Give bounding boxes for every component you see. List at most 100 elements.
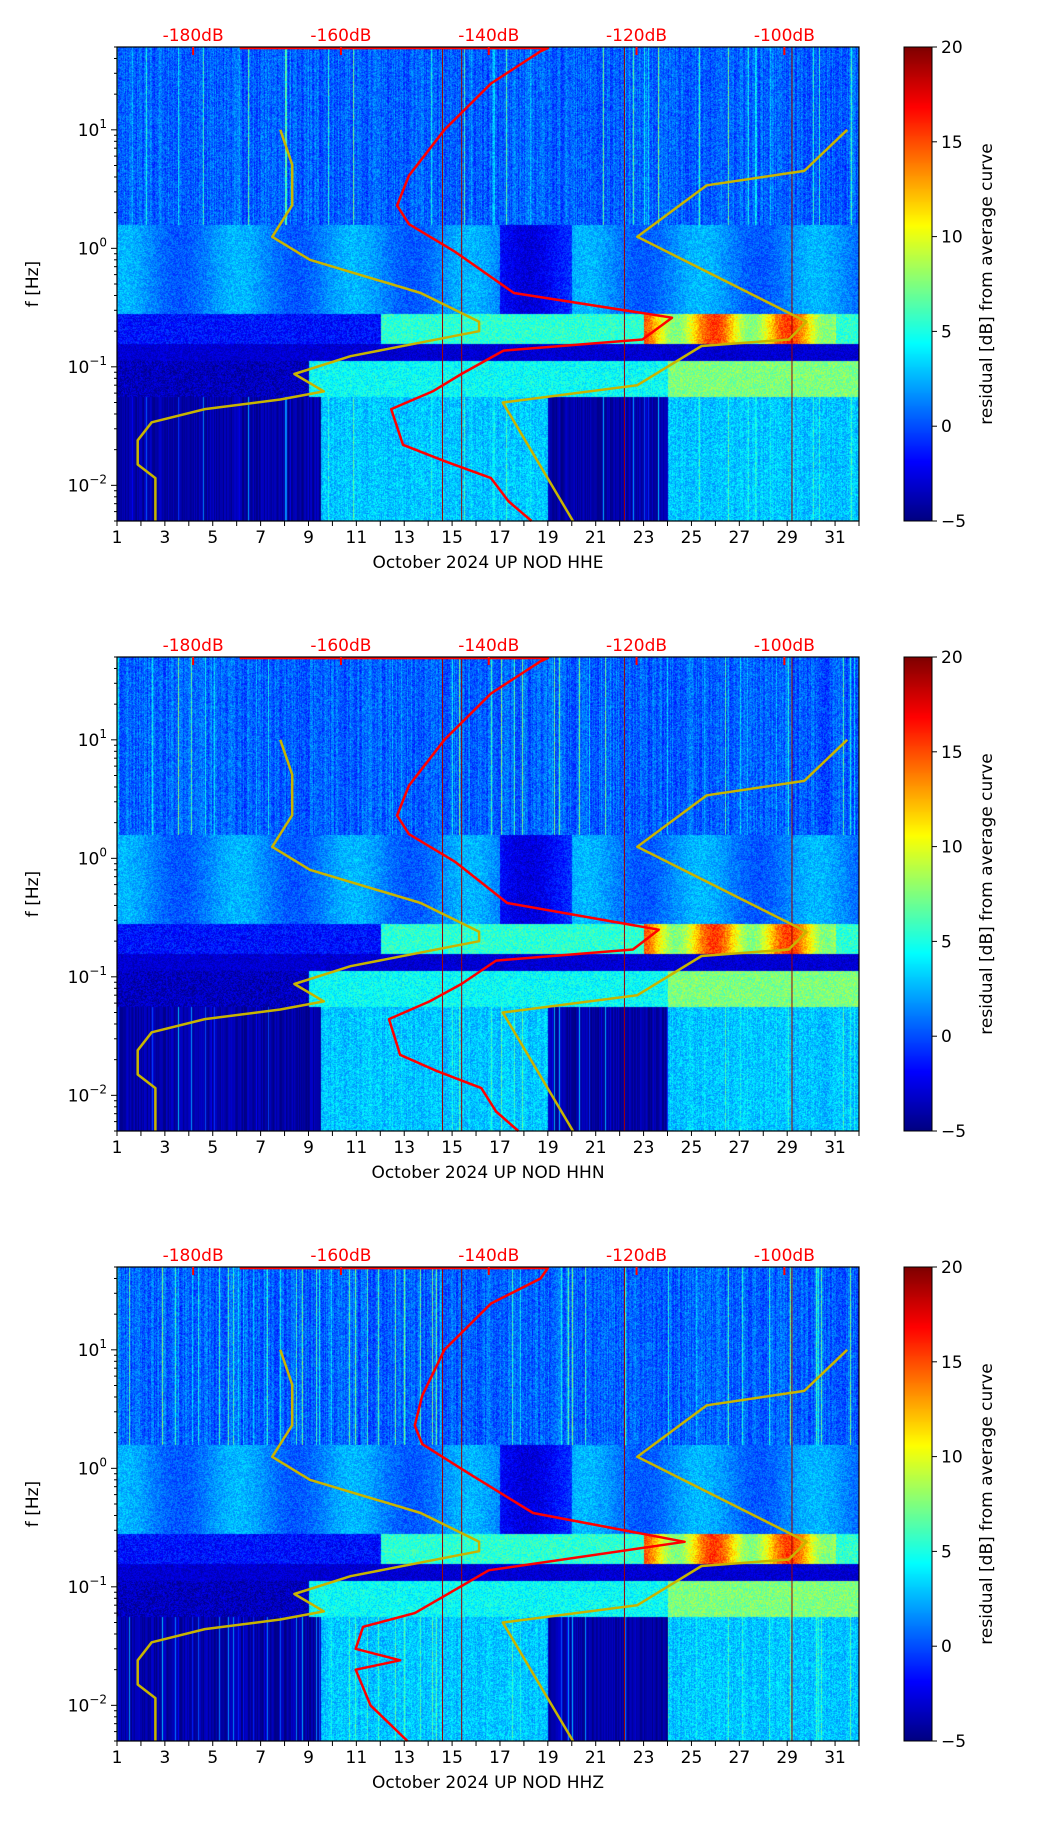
colorbar-tick-label: 5 bbox=[941, 932, 952, 952]
x-tick-label: 25 bbox=[681, 1138, 703, 1158]
colorbar-frame bbox=[903, 1266, 933, 1742]
x-tick-label: 31 bbox=[824, 1748, 846, 1768]
nhnm-curve bbox=[501, 128, 849, 522]
y-tick-label: 100 bbox=[78, 1455, 107, 1479]
colorbar-tick-label: 10 bbox=[941, 1448, 963, 1468]
db-tick-label: -180dB bbox=[163, 636, 224, 656]
x-tick-label: 27 bbox=[729, 1138, 751, 1158]
x-tick-label: 11 bbox=[346, 1748, 368, 1768]
x-tick-label: 9 bbox=[303, 1138, 314, 1158]
x-tick-label: 21 bbox=[585, 1748, 607, 1768]
x-tick-label: 5 bbox=[207, 1138, 218, 1158]
x-tick-label: 9 bbox=[303, 1748, 314, 1768]
x-tick-label: 29 bbox=[776, 1138, 798, 1158]
x-tick-label: 19 bbox=[537, 528, 559, 548]
colorbar-tick-label: 20 bbox=[941, 648, 963, 668]
plot-frame bbox=[116, 1266, 860, 1742]
x-tick-label: 31 bbox=[824, 528, 846, 548]
x-tick-label: 15 bbox=[441, 1748, 463, 1768]
colorbar-tick-label: 10 bbox=[941, 228, 963, 248]
psd-curve bbox=[239, 46, 674, 522]
db-tick-label: -120dB bbox=[606, 26, 667, 46]
colorbar-tick-label: 15 bbox=[941, 1353, 963, 1373]
colorbar bbox=[904, 657, 932, 1131]
x-tick-label: 25 bbox=[681, 1748, 703, 1768]
x-axis-label: October 2024 UP NOD HHE bbox=[372, 553, 603, 573]
x-tick-label: 11 bbox=[346, 1138, 368, 1158]
nlnm-curve bbox=[136, 129, 481, 521]
x-tick-label: 21 bbox=[585, 1138, 607, 1158]
y-tick-label: 10−1 bbox=[68, 354, 107, 378]
db-tick-label: -160dB bbox=[310, 1246, 371, 1266]
colorbar-tick-label: 10 bbox=[941, 838, 963, 858]
x-tick-label: 31 bbox=[824, 1138, 846, 1158]
y-tick-label: 10−2 bbox=[68, 472, 107, 496]
x-tick-label: 7 bbox=[255, 1748, 266, 1768]
db-tick-label: -180dB bbox=[163, 26, 224, 46]
colorbar-label: residual [dB] from average curve bbox=[977, 1363, 997, 1644]
x-axis-label: October 2024 UP NOD HHN bbox=[371, 1163, 604, 1183]
x-tick-label: 25 bbox=[681, 528, 703, 548]
db-tick-label: -100dB bbox=[754, 26, 815, 46]
db-tick-label: -140dB bbox=[458, 1246, 519, 1266]
x-tick-label: 27 bbox=[729, 528, 751, 548]
x-tick-label: 15 bbox=[441, 528, 463, 548]
nhnm-curve bbox=[501, 738, 849, 1132]
x-tick-label: 19 bbox=[537, 1138, 559, 1158]
colorbar bbox=[904, 1267, 932, 1741]
colorbar bbox=[904, 47, 932, 521]
x-tick-label: 11 bbox=[346, 528, 368, 548]
x-tick-label: 29 bbox=[776, 528, 798, 548]
colorbar-tick-label: −5 bbox=[941, 1122, 966, 1142]
plot-frame bbox=[116, 656, 860, 1132]
x-tick-label: 1 bbox=[112, 1138, 123, 1158]
y-tick-label: 10−2 bbox=[68, 1082, 107, 1106]
spectrogram-panel-hhe: 1 3 5 7 9 11 13 15 17 19 21 23 25 27 29 31 October 2024 … bbox=[0, 0, 1052, 610]
x-tick-label: 13 bbox=[393, 528, 415, 548]
plot-frame bbox=[116, 46, 860, 522]
y-tick-label: 10−1 bbox=[68, 1574, 107, 1598]
colorbar-frame bbox=[903, 46, 933, 522]
x-tick-label: 9 bbox=[303, 528, 314, 548]
x-tick-label: 1 bbox=[112, 1748, 123, 1768]
spectrogram-image bbox=[117, 47, 859, 521]
x-tick-label: 21 bbox=[585, 528, 607, 548]
y-axis-label: f [Hz] bbox=[23, 1481, 43, 1527]
x-tick-label: 7 bbox=[255, 528, 266, 548]
x-tick-label: 17 bbox=[489, 528, 511, 548]
x-tick-label: 3 bbox=[159, 1748, 170, 1768]
db-tick-label: -100dB bbox=[754, 1246, 815, 1266]
colorbar-frame bbox=[903, 656, 933, 1132]
colorbar-label: residual [dB] from average curve bbox=[977, 753, 997, 1034]
nhnm-curve bbox=[501, 1348, 849, 1742]
x-axis-label: October 2024 UP NOD HHZ bbox=[372, 1773, 604, 1793]
y-tick-label: 101 bbox=[78, 117, 107, 141]
db-tick-label: -120dB bbox=[606, 1246, 667, 1266]
colorbar-tick-label: 15 bbox=[941, 743, 963, 763]
colorbar-label: residual [dB] from average curve bbox=[977, 143, 997, 424]
y-tick-label: 101 bbox=[78, 727, 107, 751]
x-tick-label: 3 bbox=[159, 1138, 170, 1158]
colorbar-tick-label: 20 bbox=[941, 38, 963, 58]
nlnm-curve bbox=[136, 1349, 481, 1741]
x-tick-label: 3 bbox=[159, 528, 170, 548]
spectrogram-panel-hhn: 1 3 5 7 9 11 13 15 17 19 21 23 25 27 29 31 October 2024 … bbox=[0, 610, 1052, 1220]
x-tick-label: 23 bbox=[633, 1138, 655, 1158]
colorbar-tick-label: −5 bbox=[941, 512, 966, 532]
db-tick-label: -160dB bbox=[310, 26, 371, 46]
x-tick-label: 19 bbox=[537, 1748, 559, 1768]
colorbar-tick-label: 0 bbox=[941, 417, 952, 437]
x-tick-label: 13 bbox=[393, 1748, 415, 1768]
db-tick-label: -120dB bbox=[606, 636, 667, 656]
x-tick-label: 17 bbox=[489, 1748, 511, 1768]
y-tick-label: 100 bbox=[78, 845, 107, 869]
x-tick-label: 5 bbox=[207, 528, 218, 548]
x-tick-label: 23 bbox=[633, 1748, 655, 1768]
x-tick-label: 13 bbox=[393, 1138, 415, 1158]
colorbar-tick-label: 0 bbox=[941, 1637, 952, 1657]
y-axis-label: f [Hz] bbox=[23, 871, 43, 917]
y-tick-label: 10−2 bbox=[68, 1692, 107, 1716]
x-tick-label: 23 bbox=[633, 528, 655, 548]
